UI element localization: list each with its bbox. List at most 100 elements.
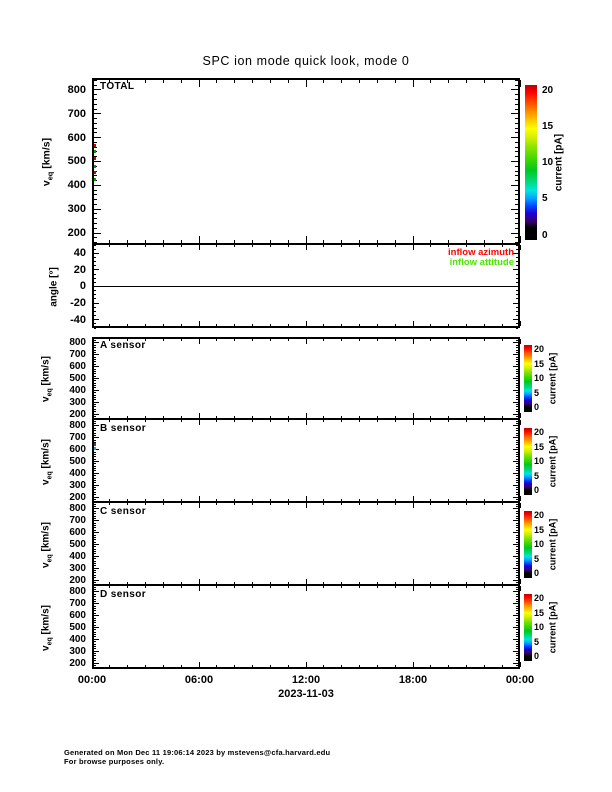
y-tick-label: 400 [69, 384, 86, 396]
y-minor-tick [516, 385, 518, 387]
x-minor-tick [305, 503, 307, 508]
x-minor-tick [145, 499, 146, 501]
y-minor-tick [94, 237, 97, 239]
y-minor-tick [94, 323, 96, 325]
x-minor-tick [269, 240, 271, 243]
panel-sensor-b [92, 420, 520, 503]
x-minor-tick [91, 80, 93, 87]
y-minor-tick [516, 387, 518, 389]
y-minor-tick [516, 636, 518, 638]
x-minor-tick [109, 503, 111, 505]
x-minor-tick [394, 582, 396, 584]
x-minor-tick [234, 499, 236, 501]
x-minor-tick [216, 582, 218, 584]
x-minor-tick [127, 240, 129, 243]
y-minor-tick [515, 146, 518, 148]
y-minor-tick [94, 411, 96, 413]
x-minor-tick [234, 503, 236, 505]
x-minor-tick [376, 503, 378, 505]
x-minor-tick [483, 420, 485, 422]
y-minor-tick [515, 170, 518, 172]
x-minor-tick [180, 245, 182, 247]
y-minor-tick [94, 527, 96, 529]
y-minor-tick [516, 430, 518, 432]
x-minor-tick [287, 665, 289, 667]
y-minor-tick [94, 636, 96, 638]
x-minor-tick [519, 579, 521, 584]
x-minor-tick [323, 582, 325, 584]
y-minor-tick [515, 141, 518, 143]
x-minor-tick [394, 80, 396, 83]
y-tick [513, 484, 518, 486]
x-minor-tick [359, 240, 360, 243]
y-tick [94, 484, 99, 486]
x-minor-tick [198, 662, 200, 667]
y-minor-tick [94, 482, 96, 484]
y-tick [94, 579, 99, 581]
x-minor-tick [180, 240, 182, 243]
x-minor-tick [430, 80, 432, 83]
y-minor-tick [94, 596, 96, 598]
x-minor-tick [269, 324, 271, 326]
y-minor-tick [516, 584, 518, 586]
y-minor-tick [516, 273, 518, 275]
x-minor-tick [448, 80, 450, 83]
y-tick [94, 161, 101, 162]
colorbar-tick-label: 0 [534, 651, 540, 662]
x-minor-tick [466, 324, 467, 326]
y-axis-label-units: [°] [48, 266, 59, 281]
y-minor-tick [516, 337, 518, 339]
x-minor-tick [216, 324, 218, 326]
y-minor-tick [94, 380, 96, 382]
x-minor-tick [323, 245, 325, 247]
x-minor-tick [501, 665, 503, 667]
x-minor-tick [252, 339, 253, 341]
y-tick [511, 232, 518, 234]
panel-sensor-a [92, 337, 520, 420]
y-tick-label: 200 [67, 227, 86, 240]
y-minor-tick [516, 534, 518, 536]
y-tick-label: 200 [69, 491, 86, 503]
y-minor-tick [94, 273, 96, 275]
y-tick-label: 700 [69, 432, 86, 444]
x-tick-label: 00:00 [505, 674, 535, 686]
x-minor-tick [483, 240, 485, 243]
legend-item: inflow azimuth [448, 247, 514, 258]
y-minor-tick [515, 194, 518, 196]
y-minor-tick [516, 470, 518, 472]
x-minor-tick [359, 503, 360, 505]
y-minor-tick [94, 664, 96, 666]
y-minor-tick [94, 645, 96, 647]
y-minor-tick [516, 380, 518, 382]
data-mark [94, 178, 96, 182]
x-minor-tick [198, 339, 200, 344]
y-minor-tick [94, 610, 96, 612]
x-minor-tick [127, 416, 129, 418]
y-minor-tick [94, 344, 96, 346]
x-minor-tick [394, 339, 396, 341]
y-minor-tick [515, 227, 518, 229]
y-tick-label: 500 [69, 373, 86, 384]
y-minor-tick [516, 631, 518, 633]
y-minor-tick [516, 562, 518, 564]
x-minor-tick [519, 496, 521, 501]
x-minor-tick [269, 582, 271, 584]
x-minor-tick [216, 503, 218, 505]
y-minor-tick [94, 79, 97, 81]
y-tick [513, 555, 518, 557]
x-minor-tick [483, 416, 485, 418]
x-minor-tick [305, 662, 307, 667]
x-minor-tick [145, 586, 146, 588]
y-minor-tick [516, 525, 518, 527]
x-minor-tick [252, 586, 253, 588]
x-minor-tick [145, 339, 146, 341]
y-minor-tick [516, 581, 518, 583]
y-minor-tick [516, 281, 518, 283]
x-minor-tick [341, 324, 343, 326]
y-minor-tick [94, 146, 97, 148]
x-axis-date-label: 2023-11-03 [278, 688, 334, 700]
y-minor-tick [94, 340, 96, 342]
x-minor-tick [519, 321, 521, 326]
y-tick [513, 603, 518, 605]
y-minor-tick [515, 132, 518, 134]
